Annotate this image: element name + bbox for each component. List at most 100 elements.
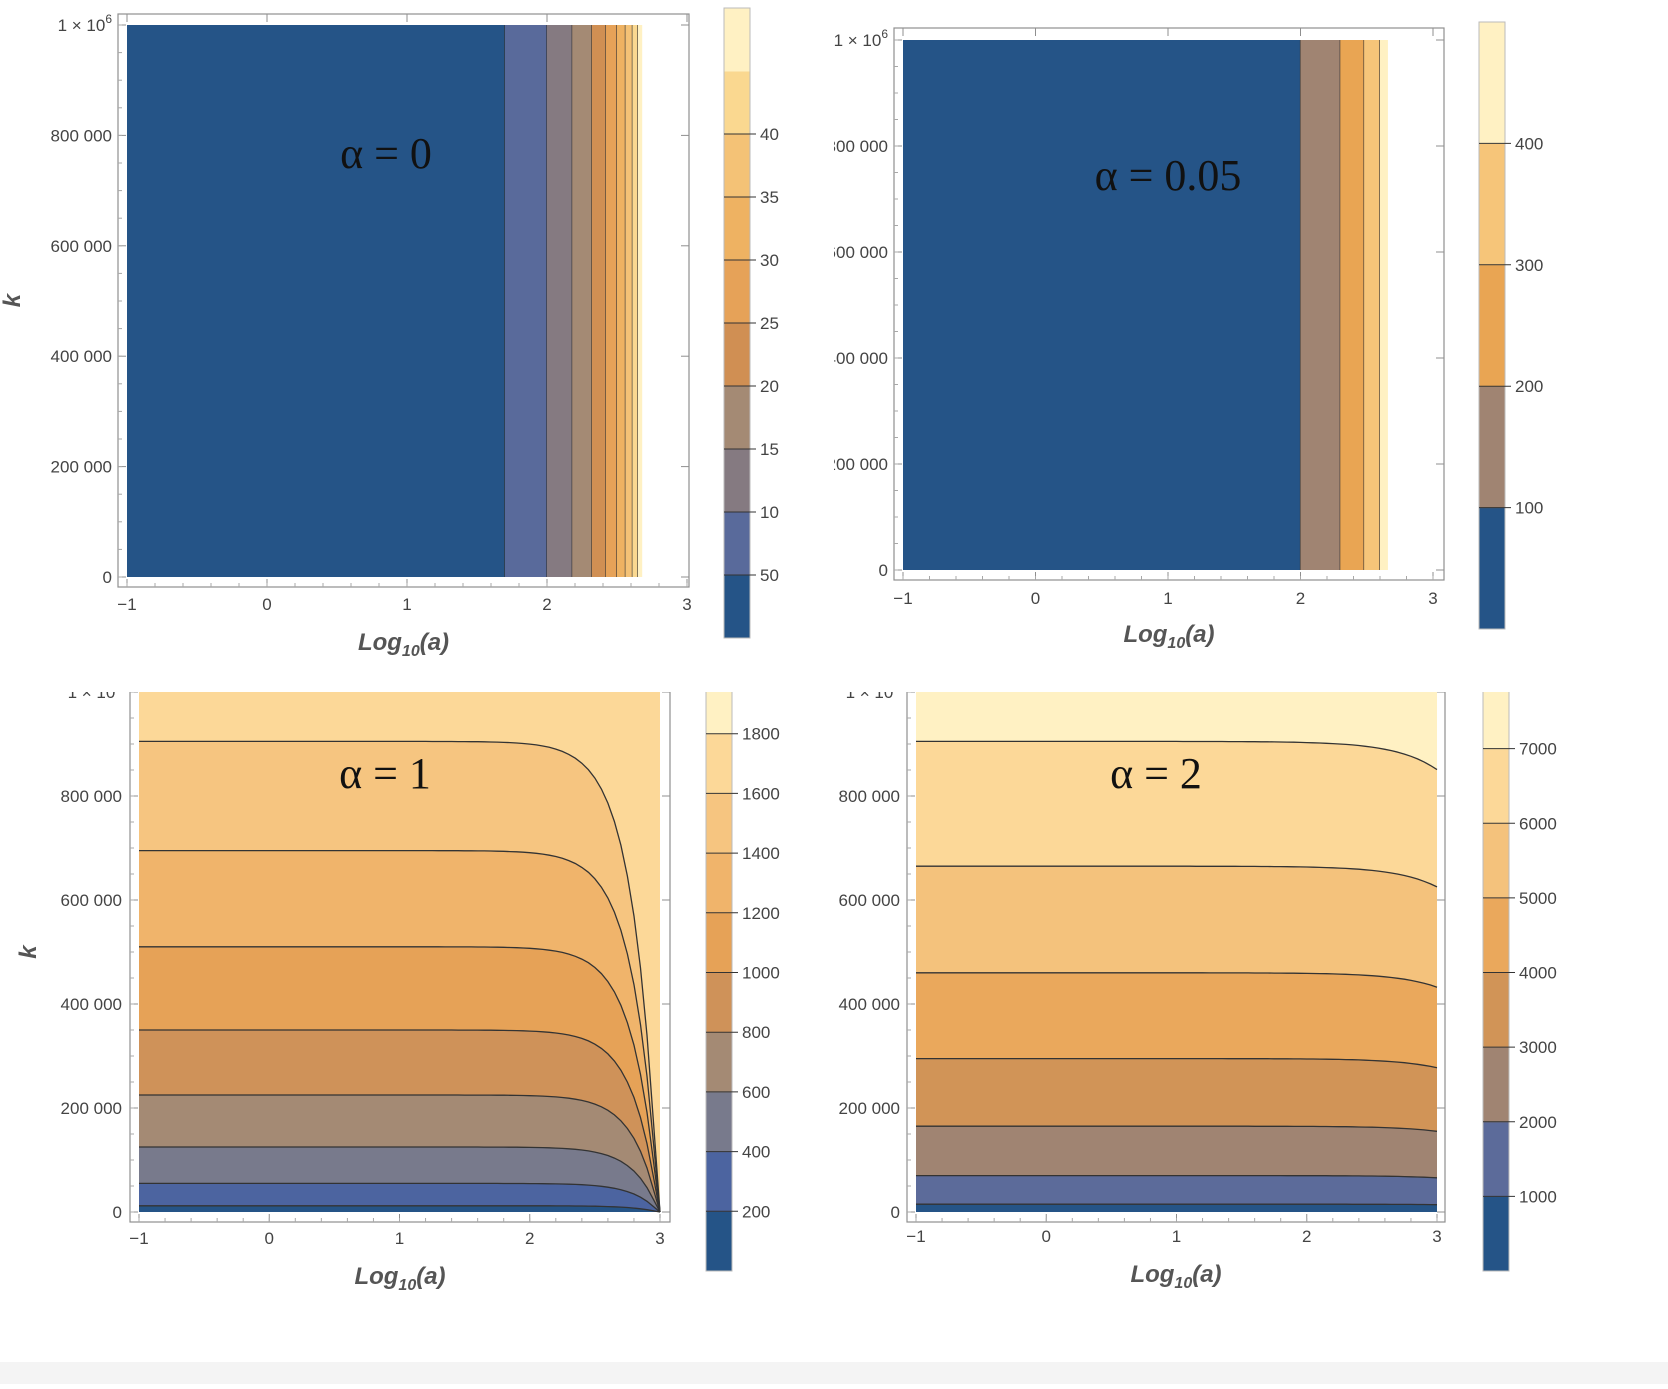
contour-band	[572, 25, 592, 577]
y-tick-label: 200 000	[61, 1099, 122, 1118]
y-tick-label: 400 000	[51, 347, 112, 366]
contour-band	[1380, 40, 1388, 570]
colorbar-band	[1483, 972, 1509, 1048]
colorbar-band	[706, 1032, 732, 1093]
colorbar-band	[706, 733, 732, 794]
chart-panel-alpha-0: −1 0 1 2 3 0 200 000 400 000 600 000 800 000 1 × 1…	[0, 0, 834, 692]
contour-band	[591, 25, 606, 577]
colorbar-band	[724, 323, 750, 387]
y-tick-label: 800 000	[61, 787, 122, 806]
contour-band	[139, 1183, 660, 1212]
colorbar-band	[1483, 1196, 1509, 1272]
colorbar-band	[706, 793, 732, 854]
colorbar-tick-label: 40	[760, 125, 779, 144]
colorbar-band	[1483, 748, 1509, 824]
y-tick-label: 0	[103, 568, 112, 587]
colorbar-tick-label: 1600	[742, 784, 780, 803]
colorbar-tick-label: 3000	[1519, 1038, 1557, 1057]
colorbar-band	[706, 674, 732, 735]
colorbar-band	[724, 8, 750, 72]
x-tick-label: 0	[262, 595, 271, 614]
x-tick-label: 0	[1042, 1227, 1051, 1246]
colorbar-tick-label: 1000	[1519, 1187, 1557, 1206]
colorbar-tick-label: 800	[742, 1023, 770, 1042]
x-tick-label: 0	[1031, 589, 1040, 608]
contour-line	[916, 1174, 1438, 1179]
contour-band	[1340, 40, 1365, 570]
y-tick-label: 1 × 106	[846, 692, 901, 702]
contour-line	[139, 740, 661, 1213]
colorbar-band	[1483, 897, 1509, 973]
x-tick-label: 1	[1163, 589, 1172, 608]
colorbar-band	[724, 71, 750, 135]
x-tick-label: −1	[117, 595, 136, 614]
colorbar-band	[1479, 264, 1505, 387]
colorbar-band	[1479, 143, 1505, 266]
colorbar-band	[706, 1211, 732, 1272]
x-tick-label: 3	[1432, 1227, 1441, 1246]
colorbar-tick-label: 35	[760, 188, 779, 207]
contour-line	[139, 1146, 661, 1213]
alpha-annotation: α = 0.05	[1095, 151, 1242, 200]
x-tick-label: −1	[129, 1229, 148, 1248]
chart-panel-alpha-0.05: −1 0 1 2 3 0 200 000 400 000 600 000 800 000 1 × 1…	[775, 0, 1668, 692]
colorbar-tick-label: 400	[1515, 134, 1543, 153]
colorbar-tick-label: 7000	[1519, 740, 1557, 759]
contour-line	[916, 1125, 1438, 1132]
x-tick-label: 1	[402, 595, 411, 614]
contour-line	[139, 1205, 661, 1213]
x-tick-label: 2	[1302, 1227, 1311, 1246]
y-tick-label: 800 000	[839, 787, 900, 806]
colorbar-tick-label: 100	[1515, 499, 1543, 518]
colorbar-band	[706, 972, 732, 1033]
colorbar-tick-label: 10	[760, 503, 779, 522]
colorbar-band	[1483, 1047, 1509, 1123]
colorbar-tick-label: 200	[1515, 377, 1543, 396]
x-tick-label: −1	[893, 589, 912, 608]
colorbar-band	[1479, 386, 1505, 509]
contour-line	[916, 972, 1438, 988]
contour-line	[916, 1203, 1438, 1206]
y-tick-label: 800 000	[51, 126, 112, 145]
colorbar-tick-label: 400	[742, 1143, 770, 1162]
colorbar-band	[724, 512, 750, 576]
colorbar-tick-label: 50	[760, 566, 779, 585]
y-tick-label: 800 000	[834, 137, 888, 156]
contour-line	[139, 1182, 661, 1213]
colorbar-tick-label: 4000	[1519, 964, 1557, 983]
y-tick-label: 400 000	[61, 995, 122, 1014]
y-tick-label: 200 000	[839, 1099, 900, 1118]
x-tick-label: 2	[1296, 589, 1305, 608]
colorbar-tick-label: 15	[760, 440, 779, 459]
x-tick-label: 1	[395, 1229, 404, 1248]
x-axis-label: Log10(a)	[358, 629, 449, 660]
contour-line	[139, 849, 661, 1213]
contour-line	[916, 865, 1438, 888]
y-axis-label: k	[15, 944, 42, 959]
colorbar-band	[1483, 674, 1509, 750]
y-tick-label: 200 000	[834, 455, 888, 474]
y-tick-label: 600 000	[51, 237, 112, 256]
colorbar-tick-label: 1200	[742, 904, 780, 923]
colorbar-band	[724, 386, 750, 450]
x-tick-label: 2	[542, 595, 551, 614]
colorbar-tick-label: 6000	[1519, 814, 1557, 833]
y-tick-label: 1 × 106	[58, 12, 113, 35]
colorbar-tick-label: 1800	[742, 725, 780, 744]
colorbar-tick-label: 1000	[742, 964, 780, 983]
colorbar-tick-label: 600	[742, 1083, 770, 1102]
contour-band	[617, 25, 626, 577]
colorbar-band	[1479, 22, 1505, 144]
colorbar-band	[706, 1151, 732, 1212]
x-axis-label: Log10(a)	[354, 1263, 445, 1294]
colorbar-tick-label: 1400	[742, 844, 780, 863]
colorbar-frame	[1478, 21, 1506, 630]
y-tick-label: 600 000	[61, 891, 122, 910]
colorbar-band	[724, 449, 750, 513]
alpha-annotation: α = 0	[340, 129, 432, 178]
bottom-strip	[0, 1362, 1668, 1384]
contour-band	[139, 1205, 660, 1212]
